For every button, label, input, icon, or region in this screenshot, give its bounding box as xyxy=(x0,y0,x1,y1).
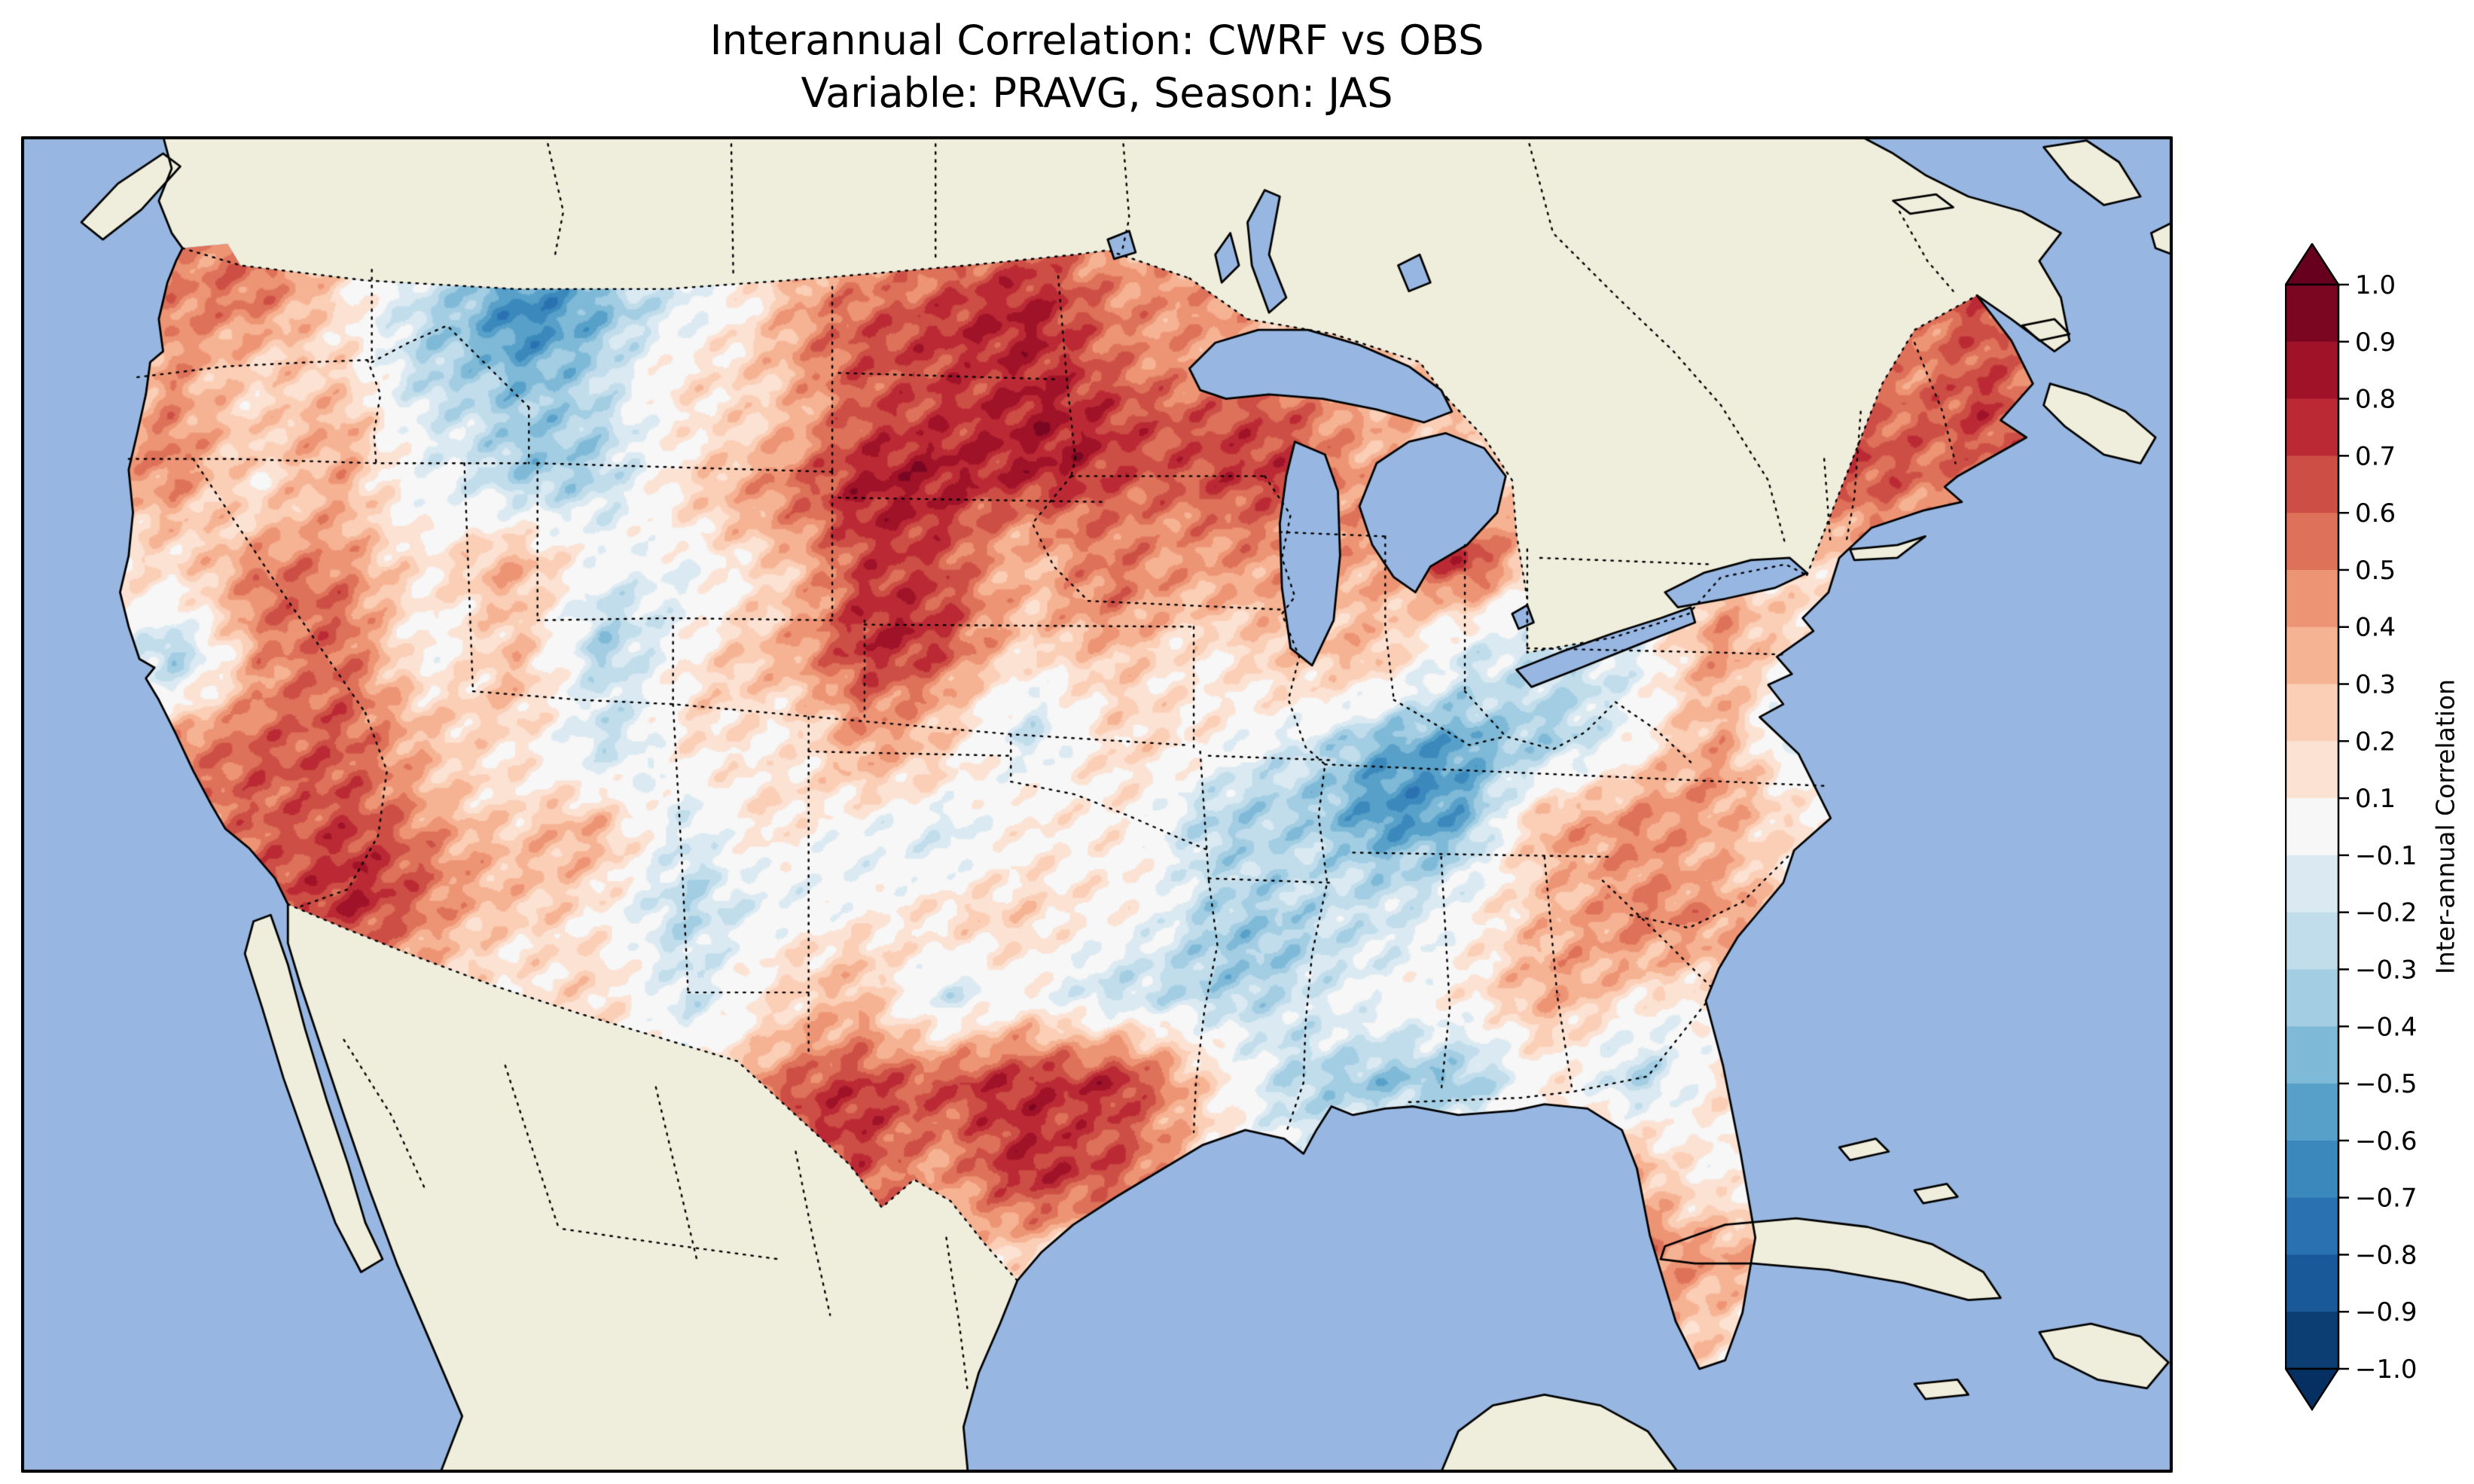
colorbar-tick-label: 0.7 xyxy=(2355,441,2396,471)
colorbar-tick-label: 0.9 xyxy=(2355,328,2396,358)
colorbar-tick-label: −0.8 xyxy=(2355,1240,2418,1270)
colorbar-band xyxy=(2286,285,2338,343)
colorbar-tick-label: −0.1 xyxy=(2355,841,2418,871)
colorbar-tick-label: 0.5 xyxy=(2355,556,2396,586)
colorbar-tick-label: −0.5 xyxy=(2355,1069,2418,1099)
colorbar-band xyxy=(2286,1254,2338,1312)
colorbar-band xyxy=(2286,969,2338,1027)
colorbar-band xyxy=(2286,855,2338,913)
colorbar: 1.0 0.9 0.8 0.7 0.6 0.5 0.4 0.3 0.2 0.1 −0.1 −0.2 −0… xyxy=(2283,242,2474,1412)
colorbar-band xyxy=(2286,741,2338,799)
colorbar-band xyxy=(2286,684,2338,742)
colorbar-tick-label: −0.3 xyxy=(2355,955,2418,985)
correlation-map-canvas xyxy=(21,136,2173,1473)
colorbar-band xyxy=(2286,398,2338,456)
colorbar-band xyxy=(2286,1140,2338,1199)
colorbar-band xyxy=(2286,513,2338,571)
colorbar-tick-label: −0.4 xyxy=(2355,1012,2418,1042)
colorbar-tick-label: 1.0 xyxy=(2355,270,2396,300)
colorbar-tick-label: −1.0 xyxy=(2355,1354,2418,1385)
colorbar-band xyxy=(2286,912,2338,971)
plot-title: Interannual Correlation: CWRF vs OBS xyxy=(709,17,1484,64)
colorbar-tick-label: 0.2 xyxy=(2355,727,2396,757)
colorbar-band xyxy=(2286,1197,2338,1256)
colorbar-tick-label: 0.6 xyxy=(2355,498,2396,529)
colorbar-tick-label: −0.7 xyxy=(2355,1184,2418,1214)
colorbar-band xyxy=(2286,798,2338,856)
colorbar-svg: 1.0 0.9 0.8 0.7 0.6 0.5 0.4 0.3 0.2 0.1 −0.1 −0.2 −0… xyxy=(2283,242,2418,1412)
colorbar-tick-label: −0.9 xyxy=(2355,1297,2418,1327)
colorbar-extend-top xyxy=(2283,242,2341,286)
plot-subtitle: Variable: PRAVG, Season: JAS xyxy=(801,69,1393,117)
colorbar-band xyxy=(2286,1026,2338,1084)
colorbar-tick-label: 0.4 xyxy=(2355,613,2396,643)
map-panel xyxy=(21,136,2173,1473)
colorbar-tick-label: 0.3 xyxy=(2355,670,2396,700)
colorbar-band xyxy=(2286,1083,2338,1141)
colorbar-band xyxy=(2286,456,2338,513)
colorbar-tick-label: −0.6 xyxy=(2355,1126,2418,1156)
colorbar-tick-label: 0.8 xyxy=(2355,385,2396,415)
colorbar-band xyxy=(2286,569,2338,628)
colorbar-tick-label: −0.2 xyxy=(2355,898,2418,928)
colorbar-extend-bottom xyxy=(2283,1367,2341,1412)
colorbar-band xyxy=(2286,341,2338,400)
colorbar-band xyxy=(2286,1312,2338,1370)
colorbar-band xyxy=(2286,626,2338,685)
colorbar-tick-label: 0.1 xyxy=(2355,784,2396,814)
colorbar-axis-label: Inter-annual Correlation xyxy=(2430,678,2460,975)
